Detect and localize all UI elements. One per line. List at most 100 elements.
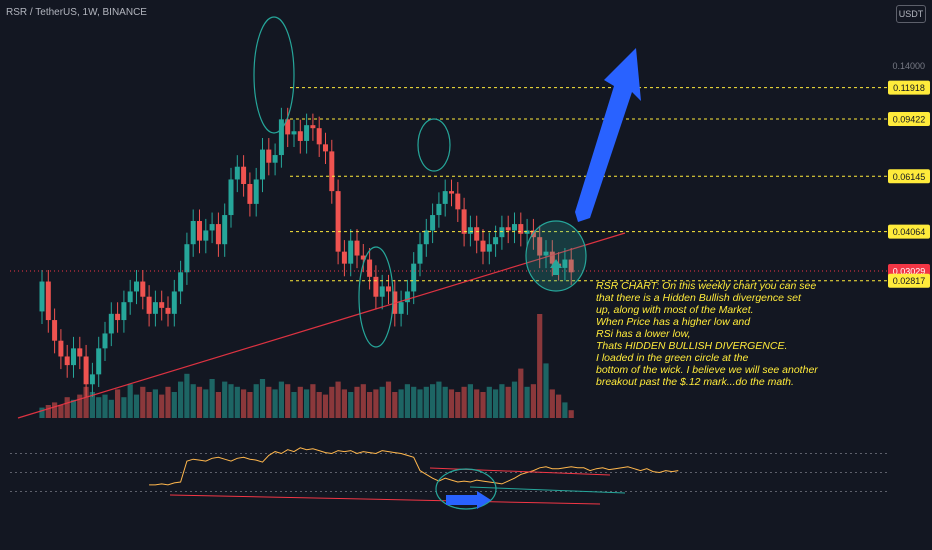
candle-body <box>323 144 328 152</box>
candle-body <box>480 240 486 252</box>
volume-bar <box>285 384 291 418</box>
candle-body <box>379 286 385 297</box>
volume-bar <box>417 389 423 418</box>
volume-bar <box>115 389 121 418</box>
candle-body <box>178 272 184 292</box>
candle-body <box>159 302 165 308</box>
candle-body <box>234 166 240 180</box>
candle-body <box>228 179 234 216</box>
volume-bar <box>379 386 385 418</box>
volume-bar <box>549 389 555 418</box>
volume-bar <box>404 384 410 418</box>
volume-bar <box>329 386 335 418</box>
candle-body <box>83 356 89 385</box>
rsi-trendline <box>169 494 601 505</box>
price-level-badge <box>888 80 930 95</box>
volume-bar <box>367 392 373 418</box>
volume-bar <box>52 402 58 418</box>
volume-bar <box>385 381 392 418</box>
candle-body <box>209 224 215 231</box>
price-level-label: 0.09422 <box>893 115 926 125</box>
symbol-title[interactable]: RSR / TetherUS, 1W, BINANCE <box>6 7 147 18</box>
volume-bar <box>310 384 316 418</box>
volume-bar <box>398 389 404 418</box>
currency-unit-button[interactable]: USDT <box>896 5 926 23</box>
candle-body <box>335 191 341 252</box>
candle-body <box>354 240 360 256</box>
candle-body <box>543 251 549 256</box>
volume-bar <box>102 394 108 418</box>
candle-body <box>272 155 278 163</box>
candle-body <box>442 191 448 204</box>
support-trendline <box>17 232 626 419</box>
volume-bar <box>524 386 530 418</box>
volume-bar <box>436 381 442 418</box>
candle-body <box>499 227 505 238</box>
candle-body <box>266 149 272 163</box>
candle-body <box>341 251 347 264</box>
candle-body <box>140 281 146 297</box>
candle-body <box>45 281 51 321</box>
volume-bar <box>411 386 417 418</box>
volume-bar <box>241 389 247 418</box>
price-axis-tick: 0.14000 <box>892 61 925 71</box>
volume-bar <box>537 314 543 418</box>
candle-body <box>241 166 247 185</box>
candle-body <box>310 125 316 129</box>
price-level-label: 0.11918 <box>893 83 925 93</box>
volume-bar <box>518 368 524 418</box>
volume-bar <box>316 392 322 418</box>
volume-bar <box>442 386 448 418</box>
candle-body <box>291 131 297 135</box>
volume-bar <box>373 389 379 418</box>
candle-body <box>505 227 511 231</box>
candle-body <box>247 184 253 204</box>
volume-bar <box>209 379 215 418</box>
candle-body <box>71 348 76 366</box>
volume-bar <box>304 389 310 418</box>
volume-bar <box>58 405 64 418</box>
candle-body <box>108 313 114 334</box>
candle-body <box>215 224 221 245</box>
price-level-badge <box>888 273 930 288</box>
candle-body <box>518 224 524 234</box>
candle-body <box>329 151 335 192</box>
volume-bar <box>467 384 473 418</box>
candle-body <box>52 320 58 341</box>
volume-bar <box>272 389 278 418</box>
candle-body <box>121 302 127 321</box>
candle-body <box>304 125 310 141</box>
volume-bar <box>108 399 114 418</box>
candle-body <box>360 255 366 260</box>
candle-body <box>89 374 95 385</box>
buy-arrow-icon <box>550 259 562 275</box>
candle-body <box>190 221 196 245</box>
candle-body <box>455 193 461 210</box>
volume-bar <box>39 407 45 418</box>
volume-bar <box>392 392 398 418</box>
volume-bar <box>480 392 486 418</box>
candle-body <box>127 291 133 303</box>
candle-body <box>96 348 102 375</box>
volume-bar <box>474 389 480 418</box>
candle-body <box>58 340 64 357</box>
volume-bar <box>96 397 102 418</box>
candle-body <box>134 281 139 292</box>
candle-body <box>467 227 473 234</box>
volume-bar <box>360 384 366 418</box>
volume-bar <box>455 392 461 418</box>
rsi-arrow-icon <box>446 491 491 509</box>
volume-bar <box>448 389 455 418</box>
candle-body <box>146 296 152 314</box>
volume-bar <box>423 386 429 418</box>
volume-bar <box>430 384 436 418</box>
volume-bar <box>196 386 203 418</box>
candle-body <box>386 286 391 292</box>
candle-body <box>417 244 423 264</box>
volume-bar <box>234 386 240 418</box>
candle-body <box>549 251 555 264</box>
volume-bar <box>83 386 89 418</box>
volume-bar <box>266 386 272 418</box>
